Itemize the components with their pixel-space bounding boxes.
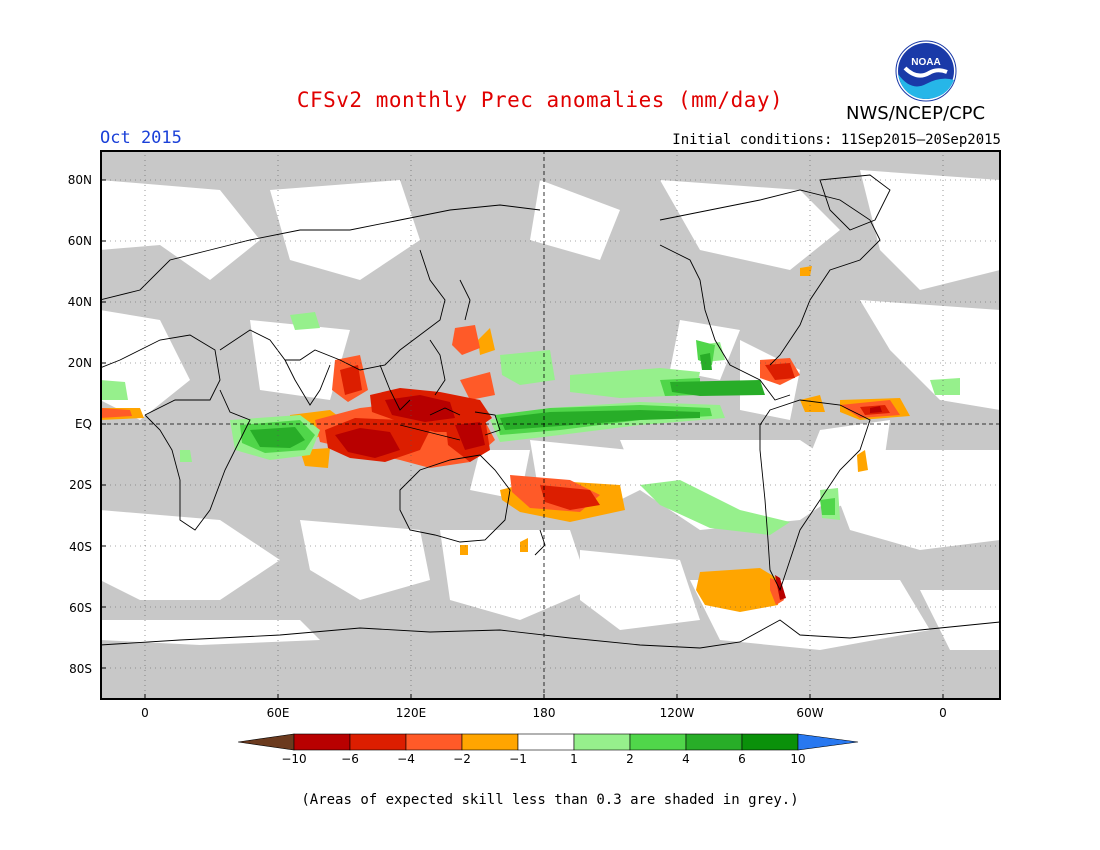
colorbar-segment-gt-10 — [797, 733, 859, 751]
colorbar-segment-lt-10 — [238, 733, 295, 751]
lon-label-120w: 120W — [659, 706, 695, 720]
colorbar-segment--2--1 — [461, 733, 519, 751]
agency-label: NWS/NCEP/CPC — [846, 103, 986, 124]
colorbar-segment-4-6 — [685, 733, 743, 751]
lat-label-eq: EQ — [74, 417, 92, 431]
colorbar-label-3: −4 — [397, 752, 415, 766]
colorbar-label-2: −6 — [341, 752, 359, 766]
dry-anomaly-severe — [335, 395, 882, 600]
colorbar-segment-2-4 — [629, 733, 687, 751]
wet-anomaly-strong — [250, 353, 765, 448]
frame-ticks — [100, 179, 944, 700]
colorbar-segment--6--4 — [349, 733, 407, 751]
lat-label-60s: 60S — [69, 601, 92, 615]
map-frame — [100, 150, 1001, 700]
coastlines — [100, 174, 1001, 649]
colorbar-label-8: 4 — [682, 752, 690, 766]
lon-label-60e: 60E — [266, 706, 290, 720]
skill-footnote: (Areas of expected skill less than 0.3 a… — [301, 792, 799, 808]
colorbar-label-5: −1 — [509, 752, 527, 766]
colorbar-label-6: 1 — [570, 752, 578, 766]
lon-label-0: 0 — [141, 706, 149, 720]
map-title: CFSv2 monthly Prec anomalies (mm/day) — [296, 88, 784, 112]
colorbar-label-4: −2 — [453, 752, 471, 766]
lon-label-60w: 60W — [796, 706, 824, 720]
lat-label-80n: 80N — [67, 173, 92, 187]
forecast-period: Oct 2015 — [100, 128, 182, 148]
colorbar — [238, 733, 859, 751]
colorbar-segment--4--2 — [405, 733, 463, 751]
lat-label-40n: 40N — [67, 295, 92, 309]
colorbar-segment--1-1 — [517, 733, 575, 751]
precip-anomaly-map — [100, 150, 1001, 700]
colorbar-label-7: 2 — [626, 752, 634, 766]
lat-label-20n: 20N — [67, 356, 92, 370]
colorbar-label-1: −10 — [281, 752, 307, 766]
colorbar-label-10: 10 — [790, 752, 806, 766]
colorbar-label-9: 6 — [738, 752, 746, 766]
colorbar-segment-1-2 — [573, 733, 631, 751]
initial-conditions: Initial conditions: 11Sep2015–20Sep2015 — [672, 132, 1001, 148]
lat-label-20s: 20S — [69, 478, 92, 492]
lat-label-40s: 40S — [69, 540, 92, 554]
colorbar-segment-6-10 — [741, 733, 799, 751]
noaa-logo-icon: NOAA — [895, 40, 957, 102]
lat-label-60n: 60N — [67, 234, 92, 248]
lon-label-120e: 120E — [395, 706, 427, 720]
lon-label-180: 180 — [532, 706, 556, 720]
svg-text:NOAA: NOAA — [911, 57, 940, 68]
lat-label-80s: 80S — [69, 662, 92, 676]
colorbar-segment--10--6 — [293, 733, 351, 751]
graticule — [100, 150, 1001, 700]
lon-label-0-east: 0 — [939, 706, 947, 720]
